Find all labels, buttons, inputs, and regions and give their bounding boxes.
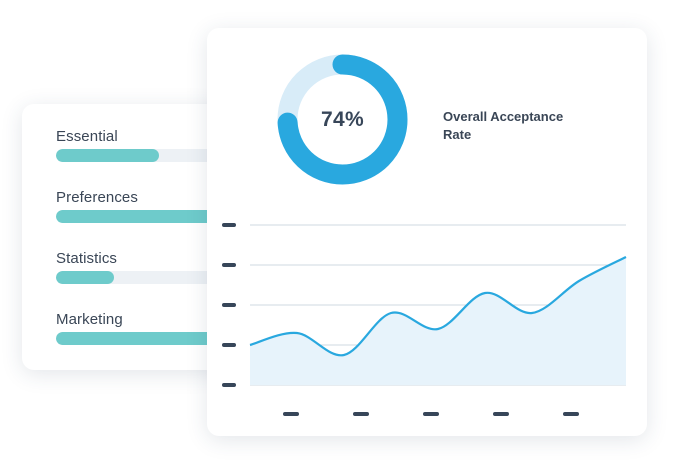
category-progress-fill <box>56 332 228 345</box>
acceptance-trend-chart <box>222 223 627 416</box>
chart-area-fill <box>250 257 626 385</box>
category-preferences: Preferences <box>56 189 228 223</box>
consent-categories-card: Essential Preferences Statistics Marketi… <box>22 104 228 370</box>
category-marketing: Marketing <box>56 311 228 345</box>
category-label: Statistics <box>56 250 118 267</box>
acceptance-rate-label: Overall Acceptance Rate <box>443 109 564 142</box>
category-progress-track <box>56 149 228 162</box>
category-label: Marketing <box>56 311 123 328</box>
category-progress-fill <box>56 210 228 223</box>
category-statistics: Statistics <box>56 250 228 284</box>
chart-series-line <box>249 256 627 357</box>
category-label: Preferences <box>56 189 138 206</box>
category-progress-track <box>56 210 228 223</box>
category-essential: Essential <box>56 128 228 162</box>
category-progress-track <box>56 332 228 345</box>
donut-value-arc <box>277 54 408 185</box>
acceptance-donut-chart <box>277 54 408 185</box>
acceptance-stats-card: 74% Overall Acceptance Rate <box>207 28 647 436</box>
acceptance-rate-value: 74% <box>321 107 364 131</box>
category-label: Essential <box>56 128 118 145</box>
category-progress-track <box>56 271 228 284</box>
category-progress-fill <box>56 149 160 162</box>
category-progress-fill <box>56 271 115 284</box>
